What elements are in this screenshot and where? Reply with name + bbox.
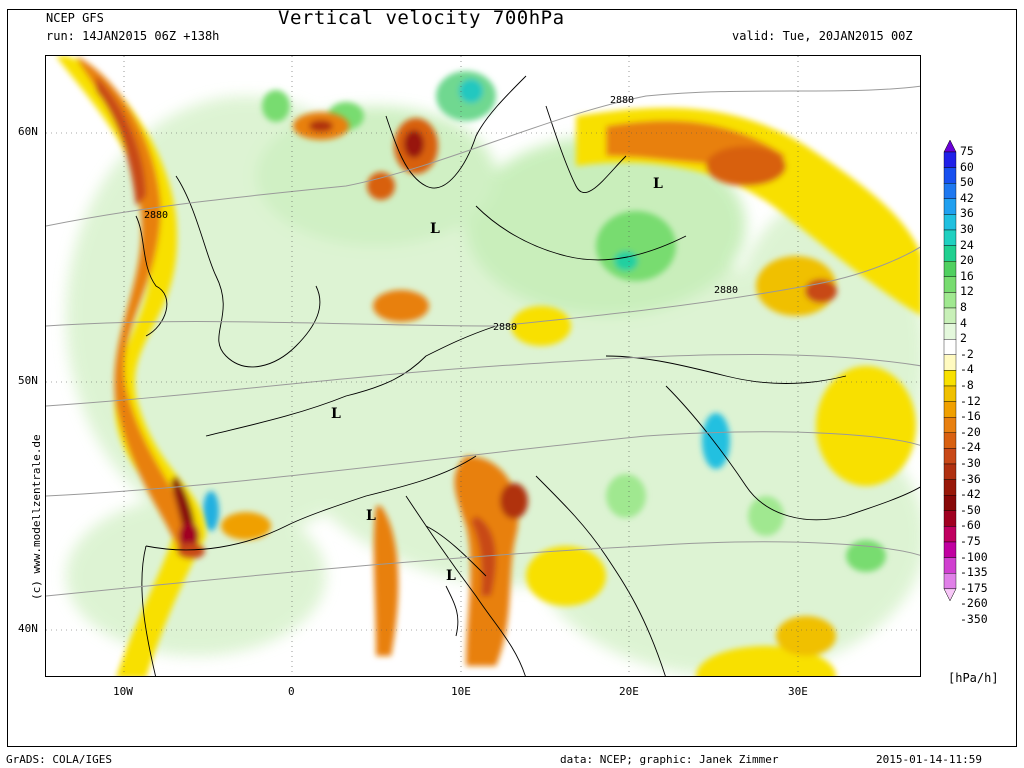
sinking-motion-bands (56, 56, 920, 676)
legend-swatch (943, 370, 957, 387)
contour-label: 2880 (714, 285, 739, 296)
run-info: run: 14JAN2015 06Z +138h (46, 29, 220, 43)
legend-level-label: -50 (960, 502, 981, 517)
legend-level-label: 4 (960, 315, 967, 330)
legend-bottom-arrow (943, 588, 957, 602)
legend-swatch (943, 510, 957, 527)
legend-swatch (943, 338, 957, 355)
legend-swatch (943, 417, 957, 434)
legend-level-label: -30 (960, 456, 981, 470)
legend-level-label: -60 (960, 518, 981, 533)
low-pressure-marker: L (366, 508, 376, 524)
lon-label: 10W (113, 685, 133, 698)
legend-level-label: -260 (960, 596, 988, 611)
legend-level-label: -135 (960, 565, 988, 580)
legend-swatch (943, 448, 957, 465)
model-name: NCEP GFS (46, 11, 104, 25)
legend-swatch (943, 167, 957, 184)
lat-label: 50N (18, 374, 38, 387)
lon-label: 20E (619, 685, 639, 698)
legend-swatch (943, 229, 957, 246)
contour-label: 2880 (493, 322, 518, 333)
map-panel: 2880 2880 2880 2880 L L L L L L (45, 55, 921, 677)
legend-level-label: -100 (960, 549, 988, 564)
website-credit: (c) www.modellzentrale.de (30, 434, 43, 600)
lon-label: 10E (451, 685, 471, 698)
legend-swatch (943, 495, 957, 512)
legend-swatch (943, 198, 957, 215)
legend-level-label: -20 (960, 424, 981, 439)
legend-level-label: 16 (960, 268, 974, 283)
lat-label: 60N (18, 125, 38, 138)
legend-swatch (943, 323, 957, 340)
low-pressure-marker: L (653, 176, 663, 192)
legend-level-label: 50 (960, 175, 974, 190)
legend-level-label: 75 (960, 144, 974, 158)
lon-label: 30E (788, 685, 808, 698)
legend-swatch (943, 307, 957, 324)
timestamp: 2015-01-14-11:59 (876, 753, 982, 766)
legend-swatch (943, 260, 957, 277)
plot-frame (7, 9, 1017, 747)
legend-level-label: -175 (960, 580, 988, 595)
legend-swatch (943, 385, 957, 402)
contour-label: 2880 (610, 95, 635, 106)
lon-label: 0 (288, 685, 295, 698)
legend-level-label: -350 (960, 612, 988, 626)
software-credit: GrADS: COLA/IGES (6, 753, 112, 766)
legend-level-label: -16 (960, 409, 981, 424)
legend-swatch (943, 541, 957, 558)
geopotential-contours (46, 85, 920, 597)
legend-swatch (943, 526, 957, 543)
legend-swatch (943, 432, 957, 449)
legend-level-label: 20 (960, 253, 974, 268)
legend-level-label: -4 (960, 362, 974, 377)
legend-swatch (943, 151, 957, 168)
low-pressure-marker: L (446, 568, 456, 584)
legend-swatch (943, 573, 957, 590)
legend-level-label: -2 (960, 346, 974, 361)
low-pressure-marker: L (430, 221, 440, 237)
rising-motion-cells (203, 71, 886, 572)
legend-swatch (943, 401, 957, 418)
legend-level-label: 60 (960, 159, 974, 174)
legend-swatch (943, 292, 957, 309)
contour-label: 2880 (144, 210, 169, 221)
legend-level-label: 36 (960, 206, 974, 221)
legend-level-label: -42 (960, 487, 981, 502)
coastlines (135, 75, 920, 676)
legend-swatch (943, 276, 957, 293)
legend-swatch (943, 463, 957, 480)
legend-level-label: 30 (960, 222, 974, 236)
legend-level-label: 8 (960, 300, 967, 314)
legend-level-label: 2 (960, 331, 967, 346)
legend-top-arrow (943, 139, 957, 153)
legend-swatch (943, 479, 957, 496)
legend-swatch (943, 183, 957, 200)
graticule (46, 56, 920, 676)
legend-swatch (943, 245, 957, 262)
legend-level-label: 42 (960, 190, 974, 205)
valid-time: valid: Tue, 20JAN2015 00Z (732, 29, 913, 43)
legend-level-label: 12 (960, 284, 974, 299)
map-canvas (46, 56, 920, 676)
legend-unit: [hPa/h] (948, 671, 999, 685)
legend-level-label: -24 (960, 440, 981, 455)
low-pressure-marker: L (331, 406, 341, 422)
lat-label: 40N (18, 622, 38, 635)
chart-title: Vertical velocity 700hPa (278, 7, 565, 29)
legend-swatch (943, 557, 957, 574)
legend-level-label: 24 (960, 237, 974, 252)
legend-swatch (943, 354, 957, 371)
color-legend: 75 60 50 42 36 30 24 20 16 12 8 4 2 -2 -4 -8 -12 -16 -20 -2… (942, 139, 988, 634)
legend-level-label: -12 (960, 393, 981, 408)
legend-level-label: -75 (960, 534, 981, 548)
legend-colorbar (943, 139, 957, 602)
legend-swatch (943, 214, 957, 231)
legend-level-label: -36 (960, 471, 981, 486)
data-credit: data: NCEP; graphic: Janek Zimmer (560, 753, 779, 766)
legend-level-label: -8 (960, 378, 974, 392)
